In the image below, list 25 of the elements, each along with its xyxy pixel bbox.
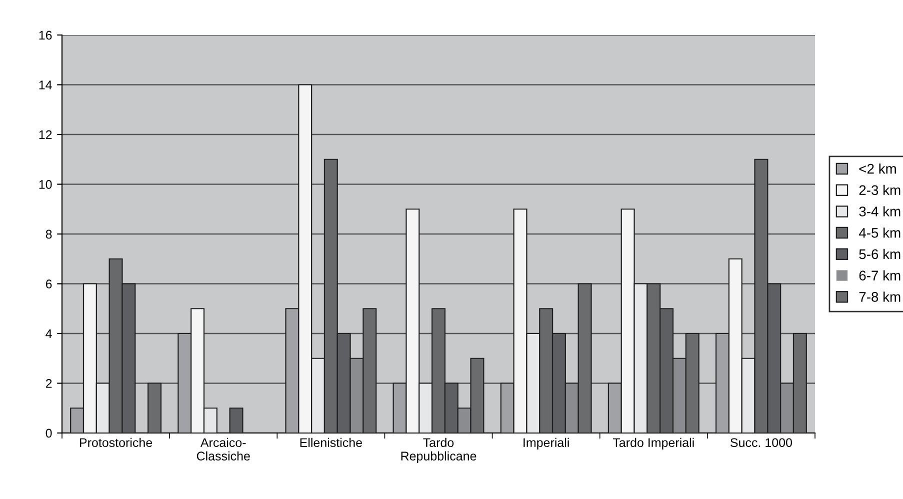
x-tick-label: Ellenistiche bbox=[300, 438, 362, 448]
y-tick-label: 2 bbox=[46, 379, 52, 388]
y-tick-label: 0 bbox=[46, 428, 52, 438]
x-tick-label: Protostoriche bbox=[80, 438, 152, 448]
legend-label: 7-8 km bbox=[859, 292, 900, 302]
bar bbox=[148, 382, 162, 433]
x-tick-label: Tardo Repubblicane bbox=[401, 438, 476, 463]
y-tick-label: 14 bbox=[39, 80, 52, 90]
legend-label: 2-3 km bbox=[859, 184, 900, 196]
legend-label: 5-6 km bbox=[859, 248, 900, 260]
y-tick-label: 6 bbox=[46, 280, 52, 288]
legend-label: 3-4 km bbox=[859, 206, 900, 216]
y-tick-label: 12 bbox=[39, 130, 52, 140]
x-tick-label: Succ. 1000 bbox=[730, 438, 792, 448]
y-tick-label: 10 bbox=[39, 180, 52, 189]
x-tick-label: Arcaico- Classiche bbox=[196, 438, 250, 461]
y-tick-label: 16 bbox=[39, 30, 52, 40]
y-tick-label: 4 bbox=[46, 329, 52, 338]
legend-label: 6-7 km bbox=[859, 270, 900, 280]
legend-label: <2 km bbox=[859, 164, 896, 174]
legend-label: 4-5 km bbox=[858, 228, 900, 238]
bar bbox=[229, 408, 244, 433]
y-tick-label: 8 bbox=[46, 230, 52, 239]
x-tick-label: Imperiali bbox=[524, 438, 569, 450]
x-tick-label: Tardo Imperiali bbox=[612, 438, 694, 450]
